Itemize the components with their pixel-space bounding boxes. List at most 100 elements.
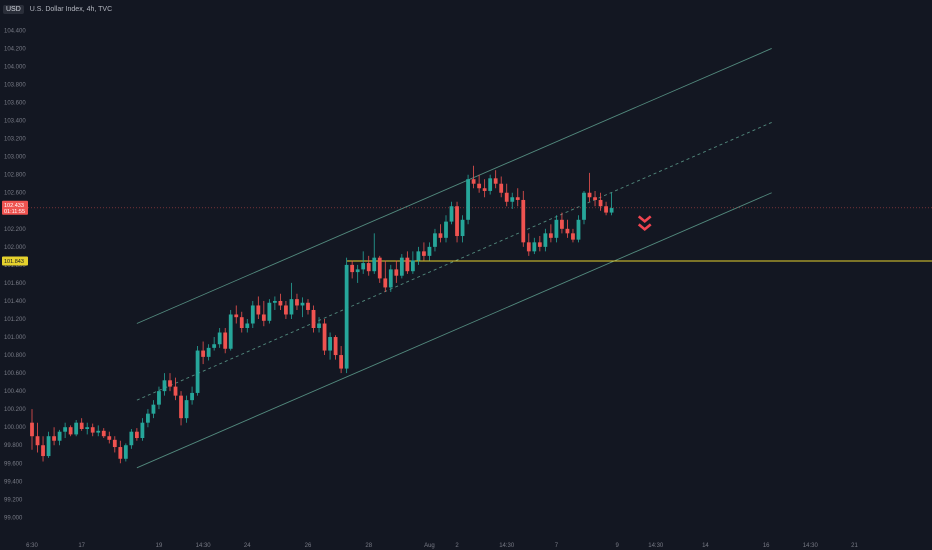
candle-up[interactable] xyxy=(433,233,437,247)
candle-up[interactable] xyxy=(206,347,211,357)
candle-up[interactable] xyxy=(543,233,548,247)
candle-up[interactable] xyxy=(410,260,415,272)
channel-lower-line[interactable] xyxy=(136,192,772,469)
candle-down[interactable] xyxy=(201,350,206,357)
candle-down[interactable] xyxy=(168,380,172,387)
candle-up[interactable] xyxy=(576,219,581,240)
candle-up[interactable] xyxy=(289,299,294,315)
candle-down[interactable] xyxy=(35,436,40,446)
candle-up[interactable] xyxy=(123,445,128,459)
candle-down[interactable] xyxy=(565,228,570,234)
candle-down[interactable] xyxy=(90,427,95,433)
candle-down[interactable] xyxy=(112,439,117,448)
candle-up[interactable] xyxy=(449,206,454,222)
candle-down[interactable] xyxy=(548,233,553,238)
candle-up[interactable] xyxy=(388,269,393,288)
candle-up[interactable] xyxy=(272,300,277,303)
candle-up[interactable] xyxy=(212,344,217,348)
candle-down[interactable] xyxy=(107,436,112,440)
currency-badge[interactable]: USD xyxy=(3,4,24,14)
candle-down[interactable] xyxy=(322,323,327,351)
candle-up[interactable] xyxy=(96,430,101,433)
candle-down[interactable] xyxy=(68,427,73,435)
candle-down[interactable] xyxy=(422,251,426,256)
channel-upper-line[interactable] xyxy=(136,48,772,324)
candle-down[interactable] xyxy=(515,197,520,200)
candle-down[interactable] xyxy=(261,314,266,321)
candle-down[interactable] xyxy=(173,386,178,396)
candle-up[interactable] xyxy=(444,221,448,238)
candle-down[interactable] xyxy=(333,337,338,356)
candle-down[interactable] xyxy=(366,263,371,272)
candle-down[interactable] xyxy=(179,395,183,419)
candle-down[interactable] xyxy=(482,188,487,191)
candle-down[interactable] xyxy=(311,309,316,329)
candle-up[interactable] xyxy=(184,400,189,419)
candle-up[interactable] xyxy=(300,302,305,306)
candle-up[interactable] xyxy=(157,391,161,405)
candle-down[interactable] xyxy=(383,278,388,288)
candle-up[interactable] xyxy=(151,404,156,414)
candle-down[interactable] xyxy=(52,436,56,441)
candle-up[interactable] xyxy=(245,323,250,329)
candle-down[interactable] xyxy=(598,199,603,207)
candle-up[interactable] xyxy=(74,422,79,435)
candle-down[interactable] xyxy=(587,192,592,198)
candle-up[interactable] xyxy=(190,392,194,401)
candle-up[interactable] xyxy=(85,427,90,430)
candle-down[interactable] xyxy=(394,269,399,276)
candle-up[interactable] xyxy=(267,302,272,321)
candle-up[interactable] xyxy=(344,264,349,369)
candle-up[interactable] xyxy=(460,219,465,237)
candle-up[interactable] xyxy=(217,332,222,345)
candle-down[interactable] xyxy=(339,355,344,369)
channel-middle-line[interactable] xyxy=(136,121,772,401)
candle-down[interactable] xyxy=(377,257,382,279)
candle-down[interactable] xyxy=(455,206,459,237)
candle-down[interactable] xyxy=(30,422,34,437)
candle-down[interactable] xyxy=(405,257,410,272)
candle-up[interactable] xyxy=(466,179,470,220)
candle-down[interactable] xyxy=(499,183,504,193)
candle-up[interactable] xyxy=(399,257,404,276)
candle-down[interactable] xyxy=(493,178,498,184)
candle-down[interactable] xyxy=(471,179,476,184)
candle-up[interactable] xyxy=(427,246,432,256)
candle-down[interactable] xyxy=(223,332,228,349)
candle-up[interactable] xyxy=(361,263,366,270)
price-axis[interactable] xyxy=(0,0,28,550)
candle-down[interactable] xyxy=(504,192,509,202)
candle-up[interactable] xyxy=(195,350,200,393)
candle-down[interactable] xyxy=(593,197,597,200)
candle-down[interactable] xyxy=(278,300,283,306)
candle-down[interactable] xyxy=(134,431,139,439)
candle-down[interactable] xyxy=(521,199,526,243)
candle-down[interactable] xyxy=(239,317,244,329)
candle-down[interactable] xyxy=(41,445,45,457)
candle-up[interactable] xyxy=(532,242,537,252)
candle-down[interactable] xyxy=(118,447,123,459)
candle-up[interactable] xyxy=(488,178,493,191)
candle-up[interactable] xyxy=(510,197,515,202)
candle-up[interactable] xyxy=(328,337,332,351)
candle-up[interactable] xyxy=(582,192,586,220)
candle-down[interactable] xyxy=(526,242,531,252)
candle-up[interactable] xyxy=(250,305,255,324)
candle-up[interactable] xyxy=(129,431,134,446)
candle-down[interactable] xyxy=(295,299,299,306)
candle-up[interactable] xyxy=(554,219,559,238)
candle-up[interactable] xyxy=(416,251,421,261)
candle-down[interactable] xyxy=(438,233,443,238)
candle-down[interactable] xyxy=(350,264,355,273)
candle-up[interactable] xyxy=(146,413,150,423)
candle-down[interactable] xyxy=(306,302,310,310)
candle-up[interactable] xyxy=(228,314,233,349)
candle-down[interactable] xyxy=(477,183,482,189)
candle-down[interactable] xyxy=(101,430,106,437)
candle-down[interactable] xyxy=(256,305,261,315)
candle-up[interactable] xyxy=(355,269,360,273)
candle-up[interactable] xyxy=(372,257,377,272)
candle-up[interactable] xyxy=(162,380,167,392)
candle-up[interactable] xyxy=(57,431,62,441)
